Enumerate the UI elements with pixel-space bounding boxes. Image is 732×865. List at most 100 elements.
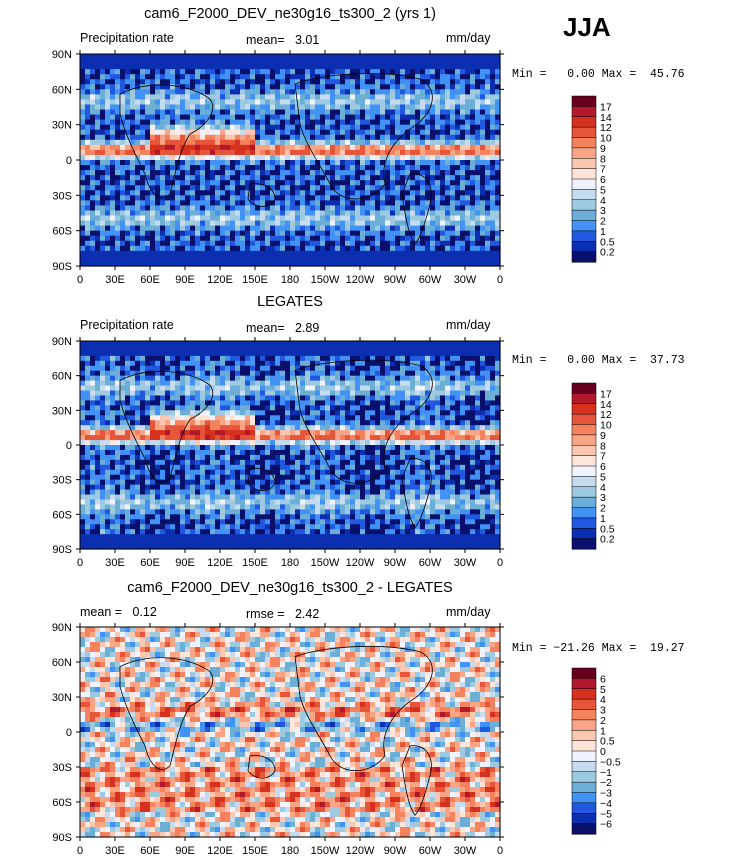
colorbar-label: 7 (600, 164, 606, 176)
colorbar-swatch (571, 740, 597, 752)
lat-tick-label: 90N (52, 49, 72, 61)
lon-tick-label: 150E (242, 274, 268, 286)
colorbar-label: 6 (600, 673, 606, 685)
colorbar-swatch (571, 667, 597, 679)
lat-tick-label: 90S (52, 832, 72, 844)
colorbar-label: −3 (600, 788, 612, 800)
colorbar-label: 4 (600, 195, 606, 207)
lon-tick-label: 120E (207, 845, 233, 857)
lon-tick-label: 180 (281, 845, 299, 857)
lat-tick-label: 30N (52, 405, 72, 417)
colorbar-label: 5 (600, 184, 606, 196)
colorbar-label: 6 (600, 174, 606, 186)
colorbar-swatch (571, 126, 597, 139)
lat-tick-label: 60N (52, 371, 72, 383)
colorbar-swatch (571, 792, 597, 804)
panel-center-text: mean= 2.89 (246, 321, 320, 335)
colorbar-label: 12 (600, 122, 612, 134)
panel-center-text: rmse = 2.42 (246, 607, 320, 621)
colorbar-swatch (571, 538, 597, 550)
colorbar-swatch (571, 137, 597, 149)
colorbar-label: 17 (600, 388, 612, 400)
panel-minmax: Min = −21.26 Max = 19.27 (512, 642, 685, 655)
lon-tick-label: 90E (175, 274, 195, 286)
colorbar-label: −5 (600, 808, 612, 820)
colorbar-label: 9 (600, 430, 606, 442)
lon-tick-label: 30E (105, 274, 125, 286)
colorbar-swatch (571, 220, 597, 232)
lon-tick-label: 150W (311, 557, 340, 569)
lat-tick-label: 30S (52, 475, 72, 487)
colorbar-swatch (571, 465, 597, 477)
colorbar-swatch (571, 678, 597, 690)
colorbar-label: −2 (600, 777, 612, 789)
panel-title: cam6_F2000_DEV_ne30g16_ts300_2 - LEGATES (127, 580, 453, 596)
lat-tick-label: 60N (52, 657, 72, 669)
lon-tick-label: 60W (419, 274, 442, 286)
colorbar-swatch (571, 517, 597, 529)
lon-tick-label: 60W (419, 845, 442, 857)
colorbar-swatch (571, 147, 597, 159)
lon-tick-label: 30W (454, 557, 477, 569)
lon-tick-label: 60E (140, 845, 160, 857)
lat-tick-label: 60S (52, 797, 72, 809)
panel-minmax: Min = 0.00 Max = 37.73 (512, 354, 685, 367)
colorbar-swatch (571, 445, 597, 457)
colorbar-swatch (571, 382, 597, 394)
precip-map-model (79, 53, 501, 267)
panel-minmax: Min = 0.00 Max = 45.76 (512, 68, 685, 81)
colorbar-swatch (571, 230, 597, 242)
lon-tick-label: 0 (497, 557, 503, 569)
colorbar-swatch (571, 413, 597, 426)
colorbar-label: 10 (600, 420, 612, 432)
colorbar-swatch (571, 781, 597, 794)
colorbar-label: 8 (600, 440, 606, 452)
colorbar-label: 2 (600, 503, 606, 515)
colorbar-swatch (571, 455, 597, 467)
colorbar-label: 9 (600, 143, 606, 155)
colorbar-swatch (571, 178, 597, 190)
colorbar-swatch (571, 688, 597, 700)
coastline (294, 73, 433, 200)
lon-tick-label: 60E (140, 557, 160, 569)
colorbar-swatch (571, 424, 597, 436)
colorbar-label: 2 (600, 715, 606, 727)
lon-tick-label: 120W (346, 557, 375, 569)
colorbar-label: 3 (600, 205, 606, 217)
lon-tick-label: 30W (454, 274, 477, 286)
lat-tick-label: 60S (52, 509, 72, 521)
colorbar-label: −1 (600, 767, 612, 779)
colorbar-label: 5 (600, 684, 606, 696)
lat-tick-label: 30S (52, 190, 72, 202)
colorbar-swatch (571, 434, 597, 446)
lon-tick-label: 150E (242, 845, 268, 857)
colorbar-label: 0.5 (600, 736, 615, 748)
map-frame (79, 626, 501, 838)
colorbar-swatch (571, 709, 597, 721)
colorbar-swatch (571, 251, 597, 263)
lon-tick-label: 120W (346, 274, 375, 286)
colorbar-label: 12 (600, 409, 612, 421)
coastline (401, 745, 432, 816)
lon-tick-label: 180 (281, 557, 299, 569)
lon-tick-label: 120E (207, 274, 233, 286)
lat-tick-label: 30S (52, 762, 72, 774)
colorbar-swatch (571, 393, 597, 405)
lon-tick-label: 0 (497, 274, 503, 286)
lat-tick-label: 90S (52, 544, 72, 556)
lon-tick-label: 60W (419, 557, 442, 569)
colorbar-label: 10 (600, 133, 612, 145)
panel-units: mm/day (446, 31, 491, 45)
colorbar-label: −6 (600, 819, 612, 831)
colorbar-swatch (571, 106, 597, 118)
colorbar-label: 3 (600, 705, 606, 717)
colorbar-swatch (571, 95, 597, 107)
colorbar-swatch (571, 403, 597, 415)
coastline (401, 173, 432, 245)
colorbar-label: 2 (600, 216, 606, 228)
colorbar-swatch (571, 476, 597, 488)
lon-tick-label: 90W (384, 845, 407, 857)
lat-tick-label: 60S (52, 226, 72, 238)
